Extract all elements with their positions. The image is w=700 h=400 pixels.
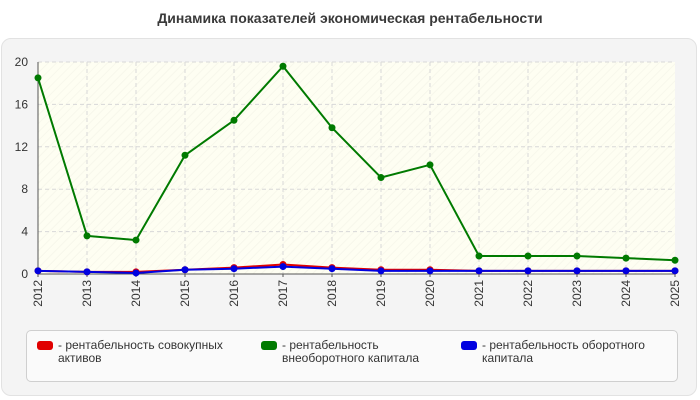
x-tick-label: 2017 bbox=[276, 280, 290, 307]
x-tick-label: 2014 bbox=[129, 280, 143, 307]
legend-label: - рентабельность внеоборотного капитала bbox=[282, 338, 419, 365]
legend-label: - рентабельность оборотного капитала bbox=[482, 338, 645, 365]
x-tick-label: 2020 bbox=[423, 280, 437, 307]
y-tick-label: 20 bbox=[15, 55, 29, 69]
legend-item[interactable]: - рентабельность внеоборотного капитала bbox=[261, 339, 451, 365]
y-tick-label: 4 bbox=[21, 225, 28, 239]
legend-swatch bbox=[461, 341, 477, 350]
x-tick-label: 2012 bbox=[31, 280, 45, 307]
data-point bbox=[83, 268, 91, 276]
legend-swatch bbox=[261, 341, 277, 350]
data-point bbox=[34, 267, 42, 275]
data-point bbox=[181, 266, 189, 274]
data-point bbox=[573, 252, 581, 260]
legend-item[interactable]: - рентабельность оборотного капитала bbox=[461, 339, 671, 365]
data-point bbox=[230, 116, 238, 124]
data-point bbox=[475, 267, 483, 275]
data-point bbox=[671, 256, 679, 264]
tick-labels: 0 4 8 12 16 20 2012 2013 2014 2015 2016 2017 2018 201… bbox=[15, 55, 682, 307]
legend: - рентабельность совокупных активов - рен… bbox=[26, 330, 678, 382]
data-point bbox=[524, 252, 532, 260]
x-tick-label: 2025 bbox=[668, 280, 682, 307]
y-tick-label: 0 bbox=[21, 267, 28, 281]
data-point bbox=[377, 267, 385, 275]
legend-item[interactable]: - рентабельность совокупных активов bbox=[37, 339, 247, 365]
x-tick-label: 2023 bbox=[570, 280, 584, 307]
y-tick-label: 12 bbox=[15, 140, 29, 154]
x-tick-label: 2016 bbox=[227, 280, 241, 307]
data-point bbox=[426, 267, 434, 275]
data-point bbox=[622, 267, 630, 275]
data-point bbox=[328, 265, 336, 273]
data-point bbox=[573, 267, 581, 275]
data-point bbox=[328, 124, 336, 132]
x-tick-label: 2021 bbox=[472, 280, 486, 307]
series-line bbox=[37, 65, 676, 262]
data-point bbox=[622, 254, 630, 262]
data-point bbox=[230, 265, 238, 273]
data-point bbox=[181, 151, 189, 159]
x-tick-label: 2019 bbox=[374, 280, 388, 307]
data-point bbox=[475, 252, 483, 260]
data-point bbox=[132, 236, 140, 244]
x-tick-label: 2018 bbox=[325, 280, 339, 307]
plot-area-highlight bbox=[38, 62, 675, 274]
series-lines bbox=[34, 62, 679, 277]
data-point bbox=[426, 161, 434, 169]
x-tick-label: 2022 bbox=[521, 280, 535, 307]
data-point bbox=[279, 263, 287, 271]
y-tick-label: 16 bbox=[15, 97, 29, 111]
data-point bbox=[671, 267, 679, 275]
x-tick-label: 2013 bbox=[80, 280, 94, 307]
chart-title: Динамика показателей экономическая рента… bbox=[157, 10, 543, 26]
legend-swatch bbox=[37, 341, 53, 350]
data-point bbox=[279, 62, 287, 70]
legend-label: - рентабельность совокупных активов bbox=[58, 338, 223, 365]
data-point bbox=[132, 269, 140, 277]
x-tick-label: 2015 bbox=[178, 280, 192, 307]
data-point bbox=[83, 232, 91, 240]
data-point bbox=[524, 267, 532, 275]
data-point bbox=[34, 74, 42, 82]
data-point bbox=[377, 174, 385, 182]
x-tick-label: 2024 bbox=[619, 280, 633, 307]
series-line bbox=[37, 265, 675, 274]
y-tick-label: 8 bbox=[21, 182, 28, 196]
